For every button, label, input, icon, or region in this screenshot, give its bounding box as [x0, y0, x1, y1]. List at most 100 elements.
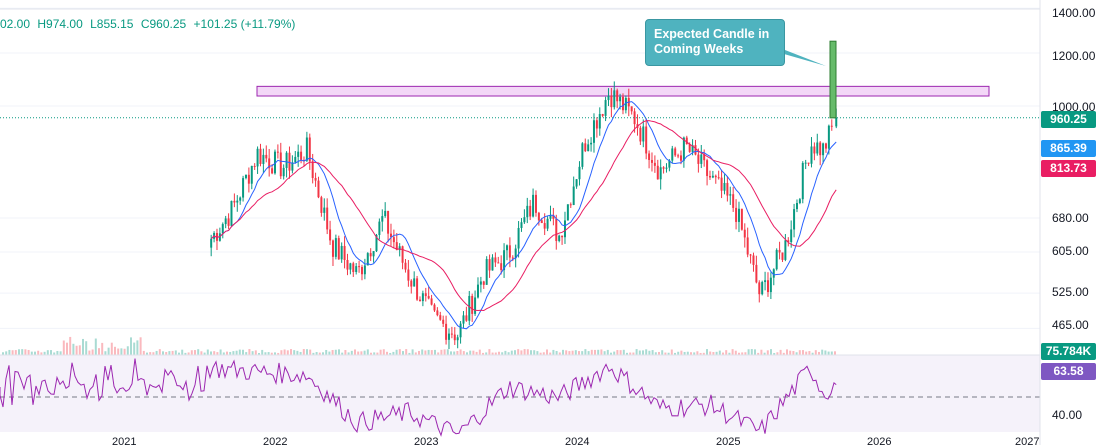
- candle-body: [822, 143, 825, 156]
- candle-body: [291, 162, 294, 171]
- volume-bar: [546, 349, 548, 355]
- candle-body: [358, 266, 361, 268]
- volume-bar: [475, 351, 478, 355]
- volume-bar: [830, 351, 833, 355]
- rsi-badge: 63.58: [1041, 363, 1096, 380]
- volume-bar: [581, 351, 584, 355]
- volume-bar: [539, 352, 542, 355]
- rsi-background: [0, 355, 1040, 432]
- volume-bar: [610, 352, 612, 355]
- candle-body: [268, 158, 271, 169]
- candle-body: [761, 282, 764, 295]
- volume-bar: [677, 351, 680, 355]
- candle-body: [604, 100, 607, 116]
- candle-body: [616, 90, 619, 102]
- candle-body: [764, 280, 767, 283]
- volume-bar: [187, 352, 190, 355]
- volume-bar: [245, 352, 248, 355]
- candle-body: [259, 148, 262, 164]
- volume-bar: [597, 349, 600, 355]
- volume-bar: [258, 352, 260, 355]
- candle-body: [679, 155, 682, 161]
- volume-bar: [85, 341, 88, 355]
- candle-body: [639, 127, 642, 142]
- candle-body: [633, 111, 636, 125]
- volume-bar: [648, 350, 651, 355]
- volume-bar: [104, 351, 107, 355]
- moving-average-line: [210, 120, 837, 312]
- candle-body: [320, 197, 323, 213]
- expected-candle: [829, 40, 837, 119]
- volume-bar: [309, 349, 312, 355]
- volume-bar: [418, 350, 420, 355]
- volume-bar: [155, 350, 158, 355]
- volume-bar: [629, 352, 632, 355]
- volume-bar: [424, 350, 427, 355]
- volume-bar: [146, 352, 148, 355]
- candle-body: [726, 182, 729, 196]
- volume-bar: [216, 352, 219, 355]
- volume-bar: [741, 352, 744, 355]
- candle-body: [743, 229, 746, 238]
- volume-bar: [373, 352, 376, 355]
- candle-body: [314, 177, 317, 181]
- candle-body: [642, 126, 645, 142]
- volume-bar: [43, 351, 46, 355]
- candle-body: [714, 175, 717, 178]
- volume-bar: [296, 350, 299, 355]
- candle-body: [532, 194, 535, 217]
- volume-bar: [766, 350, 769, 355]
- volume-bar: [254, 350, 257, 355]
- candle-body: [648, 153, 651, 160]
- candle-body: [824, 143, 827, 149]
- candle-body: [456, 337, 459, 341]
- expected-candle-callout[interactable]: Expected Candle in Coming Weeks: [645, 19, 785, 66]
- price-tick: 1200.00: [1052, 49, 1096, 63]
- volume-bar: [411, 349, 414, 355]
- candle-body: [569, 204, 572, 206]
- volume-bar: [408, 352, 411, 355]
- candle-body: [729, 194, 732, 196]
- volume-bar: [488, 349, 491, 355]
- candle-body: [706, 160, 709, 176]
- volume-bar: [222, 352, 225, 355]
- volume-bar: [792, 351, 795, 355]
- rsi-line: [0, 358, 837, 437]
- candle-body: [717, 177, 720, 179]
- candle-body: [816, 142, 819, 154]
- volume-bar: [782, 352, 785, 355]
- candle-body: [766, 280, 769, 293]
- candle-body: [317, 180, 320, 198]
- candle-body: [262, 154, 265, 164]
- candle-body: [242, 178, 245, 198]
- candle-body: [630, 106, 633, 112]
- candle-body: [302, 159, 305, 161]
- volume-bar: [574, 350, 577, 355]
- volume-bar: [334, 349, 337, 355]
- volume-bar: [626, 352, 628, 355]
- candle-body: [421, 293, 424, 302]
- candle-body: [305, 137, 308, 161]
- candle-body: [835, 117, 838, 127]
- volume-bar: [670, 349, 673, 355]
- volume-bar: [526, 349, 529, 355]
- volume-bar: [453, 351, 456, 355]
- volume-bar: [715, 351, 718, 355]
- volume-bar: [568, 351, 571, 355]
- volume-bar: [398, 349, 401, 355]
- volume-bar: [341, 352, 344, 355]
- candle-body: [737, 208, 740, 222]
- volume-bar: [126, 346, 129, 355]
- time-tick: 2026: [867, 436, 892, 448]
- volume-bar: [328, 351, 331, 355]
- ohlc-low: L855.15: [90, 17, 134, 31]
- candle-body: [790, 229, 793, 242]
- candle-body: [549, 215, 552, 219]
- volume-bar: [654, 352, 657, 355]
- candle-body: [413, 278, 416, 287]
- volume-bar: [62, 340, 65, 355]
- volume-bar: [507, 352, 510, 355]
- volume-bar: [798, 350, 801, 355]
- volume-bar: [645, 349, 648, 355]
